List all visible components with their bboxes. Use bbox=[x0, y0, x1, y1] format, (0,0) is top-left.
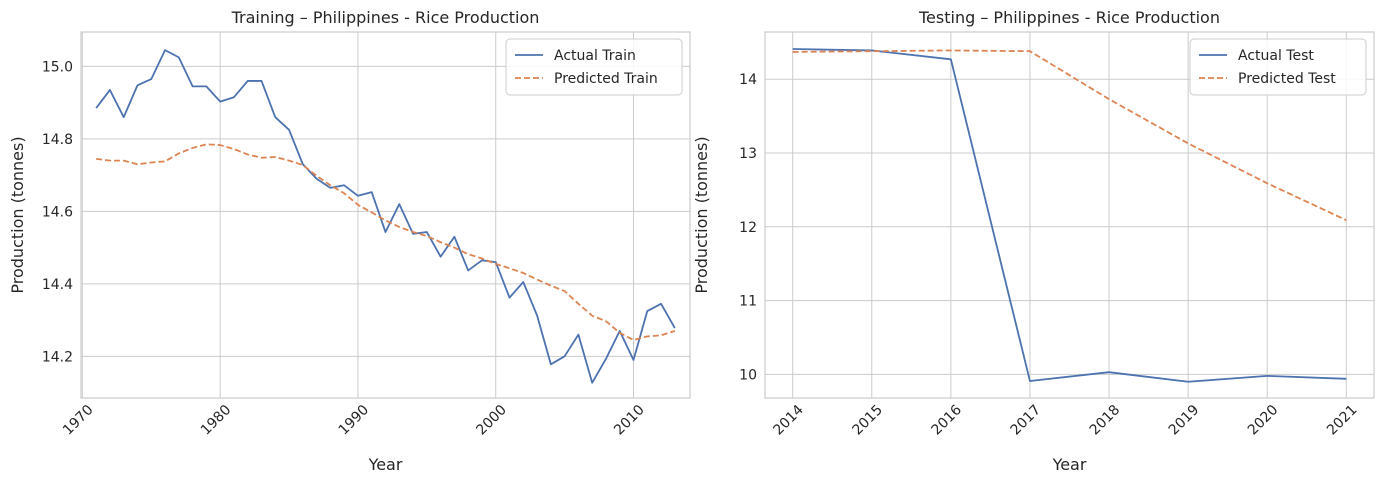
y-tick-label: 10 bbox=[739, 367, 757, 383]
y-tick-label: 13 bbox=[739, 146, 757, 162]
y-tick-label: 12 bbox=[739, 220, 757, 236]
series-lines bbox=[792, 48, 1347, 383]
y-tick-label: 15.0 bbox=[42, 59, 73, 75]
legend: Actual Test Predicted Test bbox=[1189, 38, 1367, 96]
x-tick-label: 1980 bbox=[198, 402, 235, 439]
chart-title: Training – Philippines - Rice Production bbox=[231, 8, 540, 27]
x-tick-label: 2019 bbox=[1166, 402, 1203, 439]
x-tick-label: 2017 bbox=[1008, 402, 1045, 439]
y-axis-label: Production (tonnes) bbox=[692, 136, 711, 293]
x-tick-label: 1990 bbox=[336, 402, 373, 439]
legend-label-predicted-test: Predicted Test bbox=[1238, 71, 1336, 87]
y-tick-label: 14.2 bbox=[42, 349, 73, 365]
plot-frame bbox=[764, 31, 1375, 399]
legend-box bbox=[505, 38, 683, 96]
x-tick-label: 1970 bbox=[60, 402, 97, 439]
legend: Actual Train Predicted Train bbox=[505, 38, 683, 96]
x-axis-label: Year bbox=[368, 455, 403, 474]
y-tick-label: 14 bbox=[739, 72, 757, 88]
x-tick-label: 2010 bbox=[611, 402, 648, 439]
y-axis-label: Production (tonnes) bbox=[8, 136, 27, 293]
x-tick-labels: 1970 1980 1990 2000 2010 bbox=[60, 402, 648, 439]
legend-label-actual-train: Actual Train bbox=[554, 48, 636, 64]
plot-frame bbox=[80, 31, 691, 399]
x-axis-label: Year bbox=[1052, 455, 1087, 474]
y-tick-labels: 14.2 14.4 14.6 14.8 15.0 bbox=[42, 59, 73, 365]
x-tick-label: 2020 bbox=[1245, 402, 1282, 439]
series-line-actual-test bbox=[792, 48, 1347, 383]
legend-box bbox=[1189, 38, 1367, 96]
x-tick-label: 2018 bbox=[1087, 402, 1124, 439]
chart-title: Testing – Philippines - Rice Production bbox=[918, 8, 1220, 27]
y-tick-label: 14.6 bbox=[42, 204, 73, 220]
series-lines bbox=[95, 49, 676, 384]
y-tick-label: 14.8 bbox=[42, 132, 73, 148]
x-tick-label: 2016 bbox=[929, 402, 966, 439]
x-tick-label: 2014 bbox=[770, 402, 807, 439]
series-line-predicted-train bbox=[96, 143, 676, 341]
y-tick-labels: 10 11 12 13 14 bbox=[739, 72, 757, 383]
series-line-actual-train bbox=[95, 49, 676, 384]
x-tick-label: 2000 bbox=[473, 402, 510, 439]
series-line-predicted-test bbox=[792, 49, 1347, 221]
testing-chart: 2014 2015 2016 2017 2018 2019 2020 2021 10 11 12 13… bbox=[692, 8, 1375, 474]
training-chart: 1970 1980 1990 2000 2010 14.2 14.4 14.6 14.8 15.0… bbox=[8, 8, 691, 474]
x-tick-label: 2021 bbox=[1324, 402, 1361, 439]
legend-label-predicted-train: Predicted Train bbox=[554, 71, 658, 87]
grid bbox=[765, 32, 1374, 398]
legend-label-actual-test: Actual Test bbox=[1238, 48, 1314, 64]
x-tick-labels: 2014 2015 2016 2017 2018 2019 2020 2021 bbox=[770, 402, 1360, 439]
x-tick-label: 2015 bbox=[849, 402, 886, 439]
y-tick-label: 11 bbox=[739, 294, 757, 310]
y-tick-label: 14.4 bbox=[42, 277, 73, 293]
